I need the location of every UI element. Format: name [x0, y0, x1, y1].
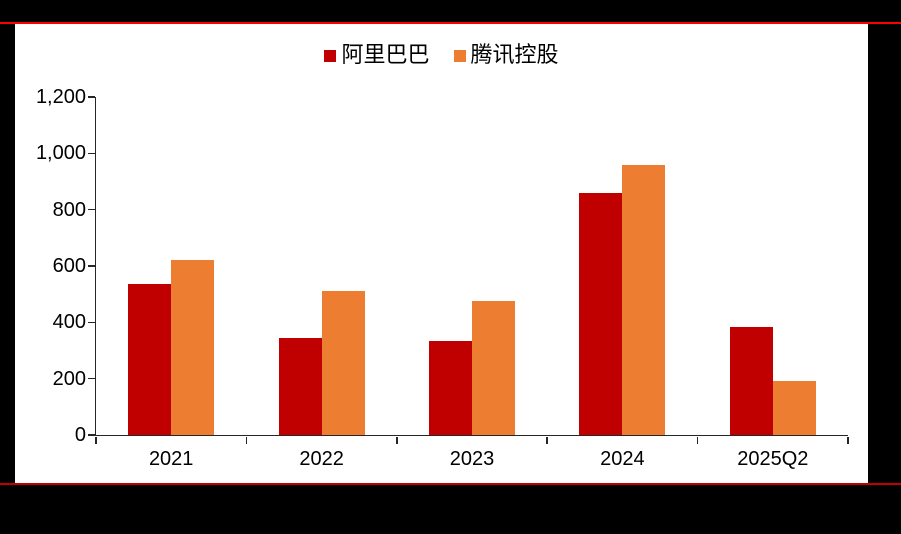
x-axis-tick-label: 2023: [449, 448, 495, 470]
bar-s1-2023: [472, 301, 515, 435]
x-axis-tick-label: 2022: [299, 448, 344, 470]
legend-item-s1: 腾讯控股: [453, 43, 559, 68]
x-axis-tick: [847, 436, 849, 444]
plot-area: 0 200 400 600 800 1,000 1,200 2021 2022 2023 2024 2…: [36, 86, 849, 470]
y-axis-tick: [88, 208, 95, 211]
y-axis-tick: [88, 96, 95, 98]
bar-s1-2021: [171, 260, 215, 435]
x-axis-tick-label: 2025Q2: [737, 448, 809, 470]
y-axis-tick: [88, 377, 95, 380]
legend-item-s0: 阿里巴巴: [324, 43, 430, 68]
y-axis-tick: [88, 434, 95, 436]
y-axis-tick-label: 0: [74, 424, 86, 446]
bar-s1-2022: [321, 291, 365, 435]
x-axis-tick: [245, 436, 248, 444]
x-axis-tick-label: 2021: [148, 448, 194, 470]
y-axis-tick: [88, 321, 95, 324]
y-axis-tick-label: 1,000: [35, 142, 86, 165]
y-axis-tick-label: 800: [52, 198, 86, 221]
bottom-red-rule: [0, 483, 901, 485]
legend-label: 阿里巴巴: [341, 43, 430, 68]
y-axis-tick-label: 600: [52, 255, 86, 277]
y-axis-tick: [88, 265, 95, 267]
y-axis-tick-label: 1,200: [35, 86, 86, 108]
y-axis-tick: [88, 152, 95, 155]
legend-label: 腾讯控股: [470, 43, 559, 68]
chart-legend: 阿里巴巴 腾讯控股: [15, 43, 868, 68]
bar-s1-2025Q2: [772, 381, 816, 435]
x-axis-tick: [95, 436, 97, 444]
bar-s1-2024: [622, 164, 666, 435]
legend-swatch-icon: [453, 50, 466, 63]
x-axis-tick: [396, 436, 398, 444]
bar-s0-2024: [579, 192, 623, 435]
legend-swatch-icon: [324, 50, 337, 63]
bar-s0-2022: [278, 337, 322, 435]
x-axis-tick: [546, 436, 548, 444]
chart-panel: 阿里巴巴 腾讯控股 0 200 400 600 800 1,000 1,200 2021 2022…: [15, 24, 868, 483]
x-axis-tick-label: 2024: [600, 448, 645, 470]
top-red-rule: [0, 22, 901, 24]
y-axis-tick-label: 200: [52, 367, 86, 390]
bar-s0-2023: [429, 340, 472, 435]
x-axis-tick: [696, 436, 699, 444]
y-axis-tick-label: 400: [52, 311, 86, 334]
bar-s0-2025Q2: [729, 326, 773, 435]
bar-s0-2021: [128, 284, 172, 435]
